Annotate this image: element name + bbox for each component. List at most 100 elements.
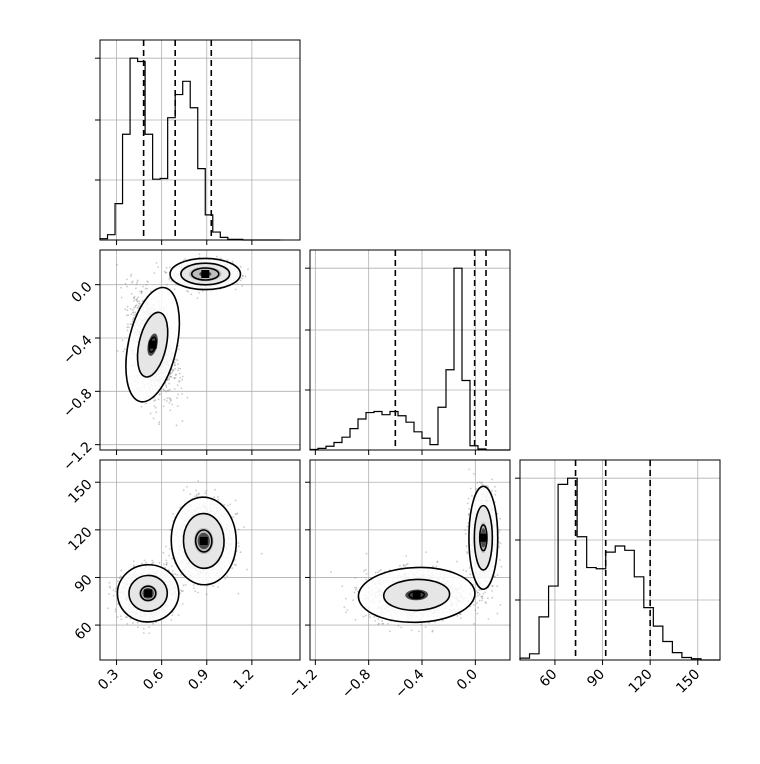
scatter-point xyxy=(169,398,171,400)
scatter-point xyxy=(177,363,179,365)
histogram-z-frame xyxy=(520,460,720,660)
scatter-point xyxy=(181,393,183,395)
scatter-point xyxy=(136,281,138,283)
scatter-point xyxy=(176,424,178,426)
scatter-point xyxy=(217,586,219,588)
scatter-point xyxy=(138,301,140,303)
histogram-x-bin xyxy=(108,235,116,240)
scatter-point xyxy=(126,315,128,317)
scatter-point xyxy=(159,393,161,395)
histogram-y-bin xyxy=(350,429,358,450)
scatter-point xyxy=(204,492,206,494)
scatter-x-y-density-peak-cell xyxy=(201,270,209,278)
scatter-point xyxy=(121,297,123,299)
scatter-point xyxy=(197,480,199,482)
scatter-point xyxy=(131,282,133,284)
scatter-point xyxy=(158,423,160,425)
scatter-point xyxy=(194,495,196,497)
histogram-x-bin xyxy=(153,179,161,240)
histogram-z-bin xyxy=(549,586,559,660)
histogram-x-bin xyxy=(130,58,138,240)
scatter-point xyxy=(148,632,150,634)
scatter-point xyxy=(185,584,187,586)
scatter-point xyxy=(120,618,122,620)
histogram-y-step xyxy=(310,268,510,450)
scatter-point xyxy=(261,553,263,555)
scatter-point xyxy=(120,287,122,289)
scatter-point xyxy=(117,616,119,618)
histogram-z-step xyxy=(520,478,720,660)
scatter-point xyxy=(146,288,148,290)
scatter-point xyxy=(177,359,179,361)
scatter-point xyxy=(131,313,133,315)
scatter-point xyxy=(193,584,195,586)
scatter-point xyxy=(227,505,229,507)
scatter-point xyxy=(152,623,154,625)
histogram-z-bin xyxy=(606,552,616,660)
scatter-point xyxy=(144,560,146,562)
histogram-x-bin xyxy=(145,134,153,240)
scatter-point xyxy=(155,411,157,413)
scatter-point xyxy=(136,283,138,285)
scatter-point xyxy=(237,283,239,285)
scatter-point xyxy=(238,593,240,595)
scatter-point xyxy=(136,298,138,300)
histogram-x-bin xyxy=(183,81,191,240)
histogram-z-bin xyxy=(653,626,663,660)
scatter-point xyxy=(164,399,166,401)
scatter-point xyxy=(202,290,204,292)
scatter-point xyxy=(197,592,199,594)
scatter-point xyxy=(168,383,170,385)
histogram-y xyxy=(305,250,510,455)
scatter-point xyxy=(142,286,144,288)
scatter-point xyxy=(133,314,135,316)
scatter-point xyxy=(177,405,179,407)
scatter-point xyxy=(127,623,129,625)
histogram-z-bin xyxy=(539,617,549,660)
scatter-point xyxy=(205,490,207,492)
scatter-point xyxy=(164,390,166,392)
scatter-point xyxy=(169,389,171,391)
scatter-point xyxy=(235,500,237,502)
scatter-point xyxy=(179,373,181,375)
scatter-point xyxy=(115,591,117,593)
scatter-point xyxy=(240,266,242,268)
scatter-x-y: −1.2−0.8−0.40.0 xyxy=(60,242,300,475)
scatter-point xyxy=(126,279,128,281)
scatter-point xyxy=(218,499,220,501)
scatter-point xyxy=(189,493,191,495)
scatter-point xyxy=(135,312,137,314)
histogram-y-bin xyxy=(366,413,374,450)
scatter-point xyxy=(182,376,184,378)
scatter-point xyxy=(186,486,188,488)
histogram-z-bin xyxy=(663,642,673,660)
scatter-point xyxy=(242,275,244,277)
scatter-point xyxy=(138,303,140,305)
histogram-y-bin xyxy=(422,438,430,450)
histogram-z-bin xyxy=(634,577,644,660)
scatter-point xyxy=(157,266,159,268)
scatter-point xyxy=(147,281,149,283)
scatter-point xyxy=(125,283,127,285)
scatter-point xyxy=(155,407,157,409)
scatter-point xyxy=(163,406,165,408)
scatter-point xyxy=(178,368,180,370)
scatter-point xyxy=(136,304,138,306)
scatter-point xyxy=(127,306,129,308)
scatter-point xyxy=(229,504,231,506)
scatter-point xyxy=(231,567,233,569)
scatter-point xyxy=(236,513,238,515)
scatter-point xyxy=(177,394,179,396)
scatter-point xyxy=(131,293,133,295)
scatter-point xyxy=(143,632,145,634)
scatter-point xyxy=(109,587,111,589)
scatter-point xyxy=(234,564,236,566)
scatter-point xyxy=(194,590,196,592)
histogram-z-bin xyxy=(558,484,568,660)
histogram-z-xtick-label: 150 xyxy=(673,666,703,696)
scatter-point xyxy=(173,370,175,372)
scatter-point xyxy=(174,364,176,366)
scatter-point xyxy=(133,560,135,562)
scatter-point xyxy=(169,402,171,404)
scatter-point xyxy=(132,309,134,311)
